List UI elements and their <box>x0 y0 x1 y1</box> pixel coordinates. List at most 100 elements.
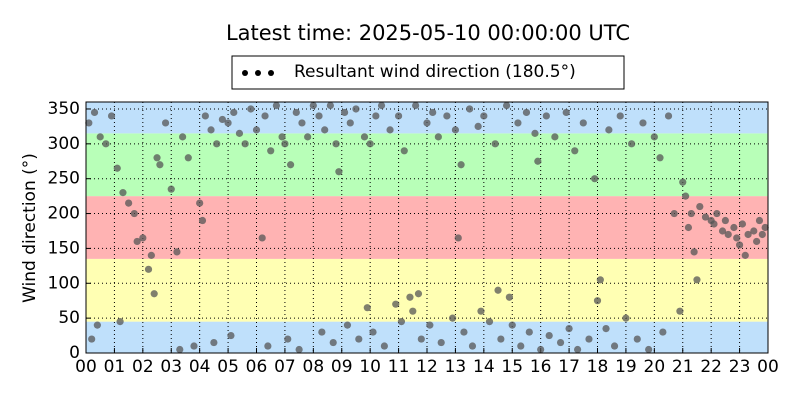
data-point <box>392 300 400 308</box>
data-point <box>562 108 570 117</box>
data-point <box>718 227 727 235</box>
x-tick-label: 01 <box>104 357 126 377</box>
data-point <box>207 126 215 134</box>
x-tick-label: 00 <box>757 357 779 377</box>
data-point <box>610 342 619 350</box>
data-point <box>690 248 698 256</box>
data-point <box>352 105 360 113</box>
data-point <box>696 202 704 211</box>
data-point <box>670 209 678 218</box>
data-point <box>318 328 326 336</box>
y-tick-label: 150 <box>48 238 80 258</box>
data-point <box>167 185 175 193</box>
data-point <box>252 126 261 134</box>
data-point <box>744 230 752 239</box>
data-point <box>230 108 238 117</box>
legend-marker <box>255 70 261 76</box>
data-point <box>93 321 101 329</box>
x-tick-label: 10 <box>359 357 381 377</box>
data-point <box>315 112 323 120</box>
x-tick-label: 14 <box>473 357 495 377</box>
data-point <box>616 112 624 120</box>
data-point <box>340 108 349 117</box>
sector-band <box>86 102 768 134</box>
data-point <box>676 307 684 315</box>
data-point <box>741 251 749 259</box>
data-point <box>517 342 525 350</box>
x-tick-label: 12 <box>416 357 438 377</box>
data-point <box>508 321 516 329</box>
y-tick-label: 0 <box>69 343 80 363</box>
data-point <box>156 161 164 169</box>
data-point <box>622 314 630 322</box>
x-tick-label: 21 <box>672 357 694 377</box>
data-point <box>466 105 474 113</box>
data-point <box>730 223 738 232</box>
data-point <box>457 161 465 169</box>
data-point <box>377 101 386 110</box>
data-point <box>514 119 522 127</box>
data-point <box>394 112 403 120</box>
y-axis-label: Wind direction (°) <box>20 153 40 303</box>
data-point <box>272 101 280 110</box>
data-point <box>190 342 198 350</box>
data-point <box>147 251 155 259</box>
data-point <box>735 241 744 249</box>
data-point <box>755 216 764 225</box>
x-tick-label: 08 <box>303 357 325 377</box>
data-point <box>733 234 741 242</box>
data-point <box>713 209 721 218</box>
data-point <box>758 230 766 239</box>
data-point <box>687 209 695 218</box>
data-point <box>574 345 582 354</box>
data-point <box>227 331 235 340</box>
data-point <box>386 126 394 134</box>
x-tick-label: 04 <box>189 357 211 377</box>
data-point <box>593 297 602 305</box>
data-point <box>531 129 539 137</box>
y-tick-label: 250 <box>48 169 80 189</box>
data-point <box>372 112 380 120</box>
data-point <box>210 338 218 347</box>
y-tick-label: 350 <box>48 99 80 119</box>
data-point <box>332 140 340 148</box>
data-point <box>639 119 647 127</box>
x-tick-label: 02 <box>132 357 154 377</box>
data-point <box>429 108 437 117</box>
y-tick-label: 100 <box>48 273 80 293</box>
data-point <box>335 168 343 176</box>
data-point <box>150 290 158 298</box>
data-point <box>596 276 604 284</box>
data-point <box>414 290 423 298</box>
data-point <box>125 199 133 207</box>
data-point <box>537 345 545 354</box>
y-tick-label: 300 <box>48 134 80 154</box>
data-point <box>267 147 275 155</box>
data-point <box>724 230 732 239</box>
data-point <box>196 199 204 207</box>
data-point <box>292 108 300 117</box>
data-point <box>113 164 121 172</box>
data-point <box>287 161 295 169</box>
x-tick-label: 16 <box>530 357 552 377</box>
data-point <box>605 126 613 134</box>
data-point <box>534 157 542 165</box>
data-point <box>542 112 550 120</box>
plot-frame <box>85 101 769 354</box>
data-point <box>426 321 434 329</box>
data-point <box>679 178 687 186</box>
data-point <box>406 293 414 301</box>
data-point <box>201 112 209 120</box>
data-point <box>326 101 334 110</box>
data-point <box>460 328 468 336</box>
data-point <box>107 112 116 120</box>
data-point <box>397 318 406 326</box>
data-point <box>281 140 289 148</box>
data-point <box>480 112 488 120</box>
data-point <box>102 140 110 148</box>
data-point <box>247 105 255 113</box>
data-point <box>633 335 641 343</box>
data-point <box>130 209 138 218</box>
data-point <box>693 276 701 284</box>
data-point <box>161 119 170 127</box>
